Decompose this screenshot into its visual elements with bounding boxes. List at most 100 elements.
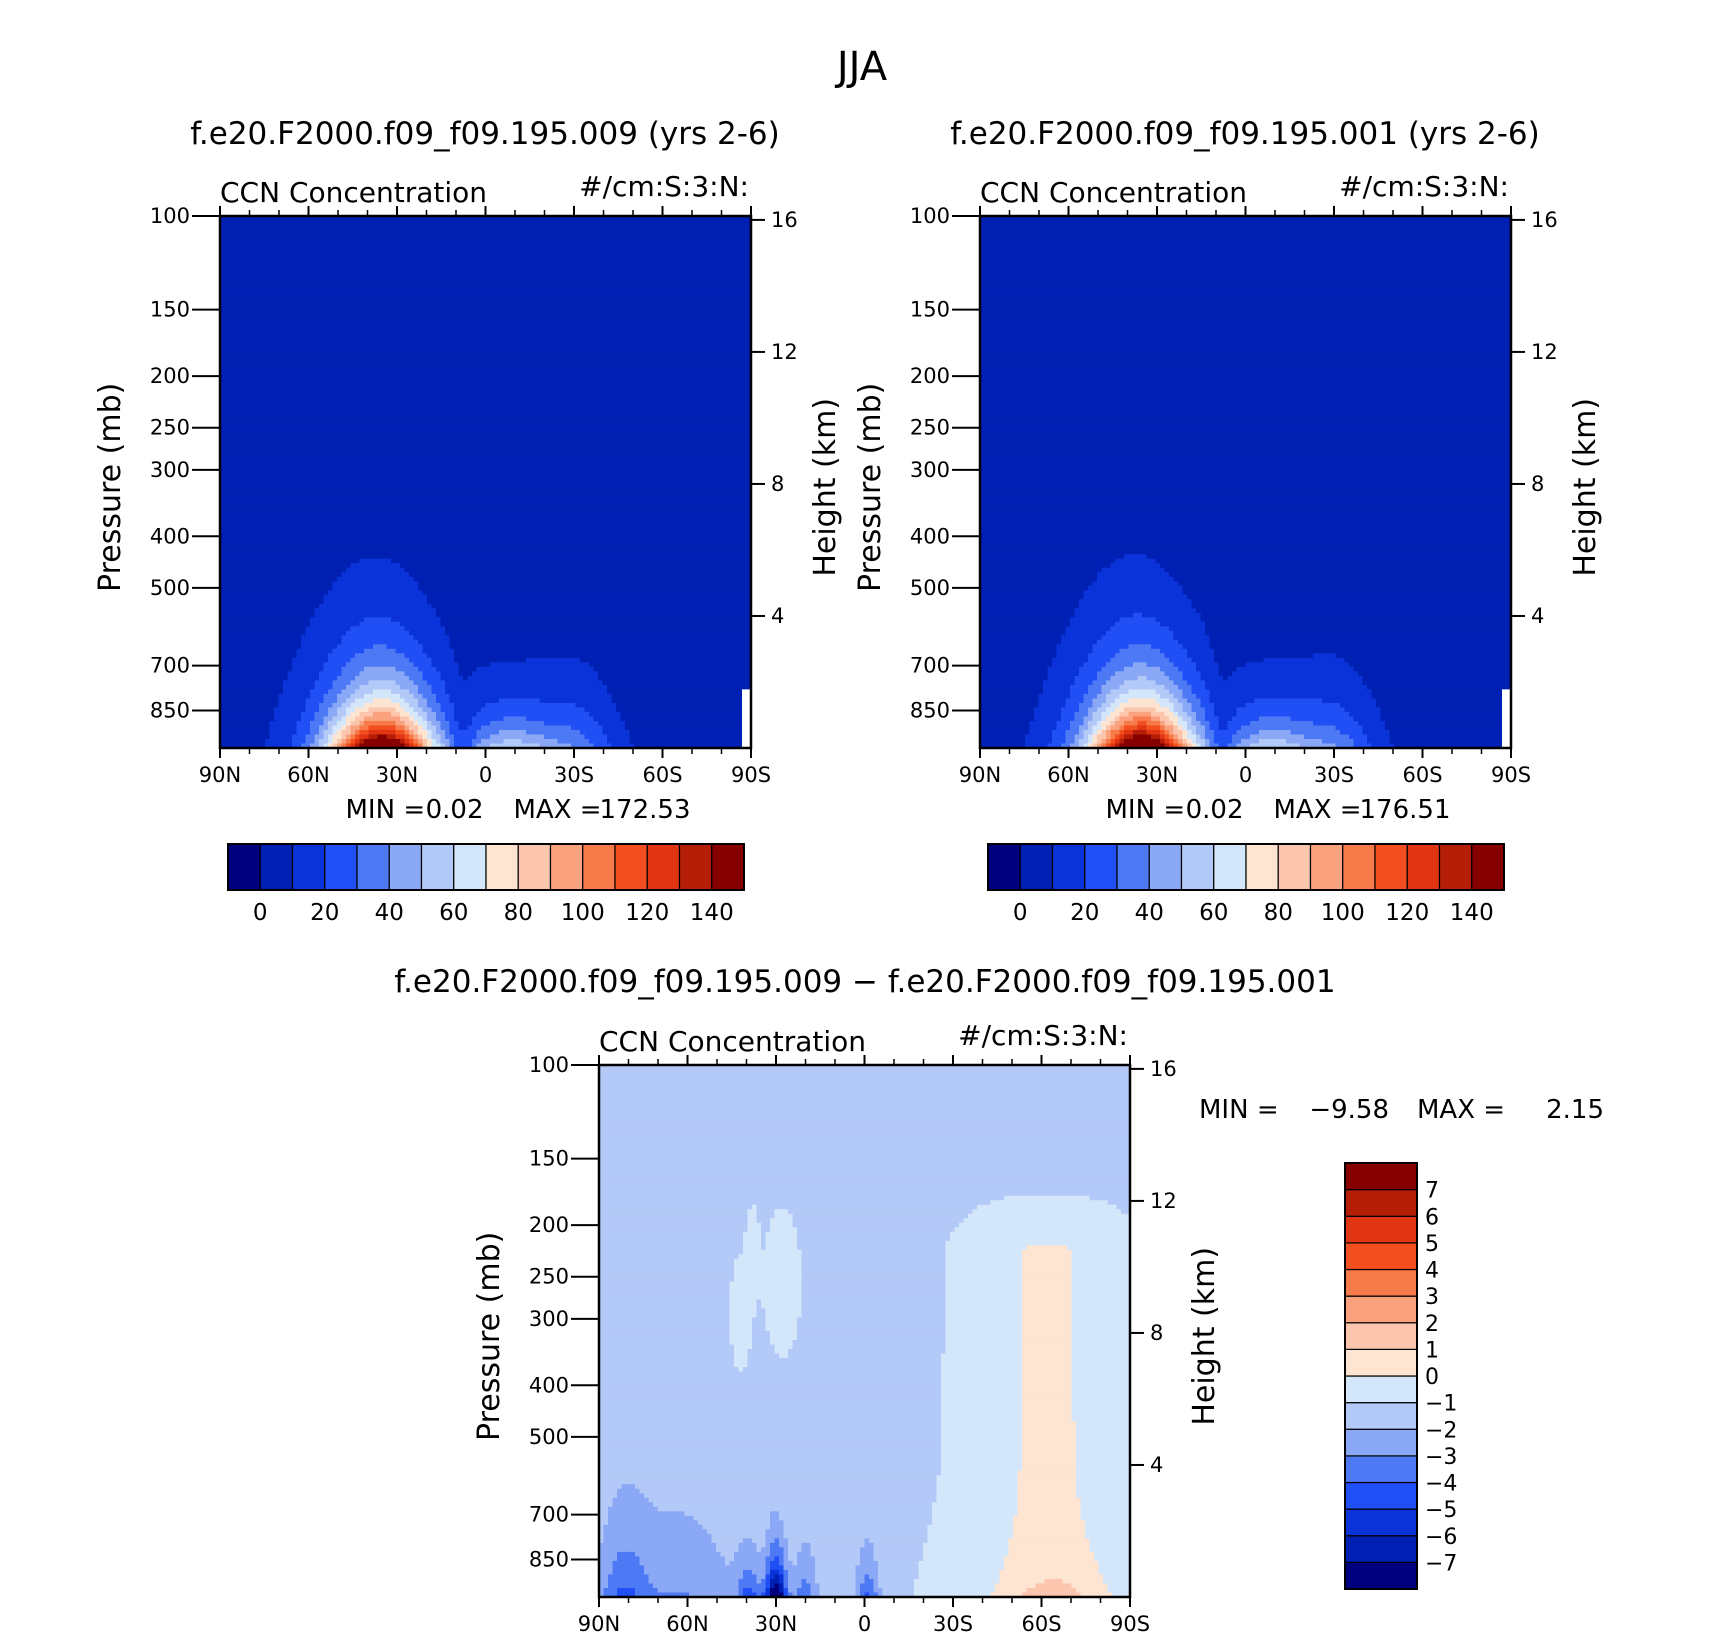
field-cell	[242, 333, 248, 339]
field-cell	[440, 373, 446, 379]
field-cell	[697, 355, 703, 361]
field-cell	[643, 319, 649, 325]
field-cell	[233, 319, 239, 325]
field-cell	[611, 220, 617, 226]
field-cell	[620, 387, 626, 393]
field-cell	[688, 301, 694, 307]
field-cell	[629, 369, 635, 375]
field-cell	[314, 252, 320, 258]
field-cell	[692, 216, 698, 222]
field-cell	[625, 333, 631, 339]
field-cell	[238, 265, 244, 271]
field-cell	[485, 292, 491, 298]
field-cell	[490, 261, 496, 267]
field-cell	[292, 252, 298, 258]
field-cell	[539, 283, 545, 289]
field-cell	[368, 310, 374, 316]
field-cell	[476, 360, 482, 366]
field-cell	[427, 387, 433, 393]
field-cell	[584, 387, 590, 393]
field-cell	[638, 382, 644, 388]
field-cell	[472, 288, 478, 294]
field-cell	[508, 382, 514, 388]
field-cell	[697, 234, 703, 240]
field-cell	[697, 238, 703, 244]
field-cell	[625, 297, 631, 303]
field-cell	[697, 328, 703, 334]
field-cell	[238, 382, 244, 388]
field-cell	[422, 247, 428, 253]
field-cell	[715, 378, 721, 384]
field-cell	[274, 396, 280, 402]
field-cell	[350, 252, 356, 258]
field-cell	[566, 319, 572, 325]
field-cell	[566, 355, 572, 361]
field-cell	[287, 220, 293, 226]
field-cell	[742, 261, 748, 267]
field-cell	[742, 396, 748, 402]
field-cell	[490, 328, 496, 334]
field-cell	[283, 265, 289, 271]
field-cell	[454, 337, 460, 343]
field-cell	[530, 387, 536, 393]
field-cell	[229, 297, 235, 303]
field-cell	[544, 391, 550, 397]
field-cell	[580, 396, 586, 402]
field-cell	[449, 292, 455, 298]
field-cell	[701, 265, 707, 271]
field-cell	[692, 297, 698, 303]
field-cell	[490, 220, 496, 226]
field-cell	[251, 315, 257, 321]
field-cell	[643, 243, 649, 249]
field-cell	[575, 324, 581, 330]
field-cell	[265, 292, 271, 298]
field-cell	[319, 373, 325, 379]
field-cell	[544, 297, 550, 303]
field-cell	[742, 346, 748, 352]
field-cell	[319, 378, 325, 384]
field-cell	[301, 306, 307, 312]
field-cell	[575, 301, 581, 307]
field-cell	[508, 288, 514, 294]
field-cell	[616, 306, 622, 312]
field-cell	[463, 400, 469, 406]
field-cell	[422, 369, 428, 375]
field-cell	[220, 328, 226, 334]
field-cell	[283, 396, 289, 402]
field-cell	[287, 310, 293, 316]
field-cell	[724, 369, 730, 375]
field-cell	[463, 238, 469, 244]
field-cell	[328, 265, 334, 271]
field-cell	[472, 315, 478, 321]
field-cell	[323, 247, 329, 253]
field-cell	[665, 391, 671, 397]
field-cell	[530, 355, 536, 361]
field-cell	[490, 256, 496, 262]
field-cell	[679, 346, 685, 352]
field-cell	[611, 324, 617, 330]
field-cell	[418, 382, 424, 388]
field-cell	[310, 391, 316, 397]
field-cell	[481, 324, 487, 330]
field-cell	[454, 252, 460, 258]
field-cell	[265, 297, 271, 303]
field-cell	[679, 270, 685, 276]
field-cell	[584, 337, 590, 343]
field-cell	[512, 247, 518, 253]
field-cell	[251, 396, 257, 402]
field-cell	[715, 306, 721, 312]
field-cell	[674, 256, 680, 262]
field-cell	[332, 238, 338, 244]
field-cell	[526, 265, 532, 271]
field-cell	[521, 252, 527, 258]
field-cell	[503, 396, 509, 402]
field-cell	[418, 265, 424, 271]
field-cell	[386, 400, 392, 406]
field-cell	[364, 369, 370, 375]
field-cell	[319, 252, 325, 258]
field-cell	[445, 378, 451, 384]
field-cell	[544, 328, 550, 334]
field-cell	[607, 387, 613, 393]
field-cell	[683, 373, 689, 379]
field-cell	[508, 270, 514, 276]
